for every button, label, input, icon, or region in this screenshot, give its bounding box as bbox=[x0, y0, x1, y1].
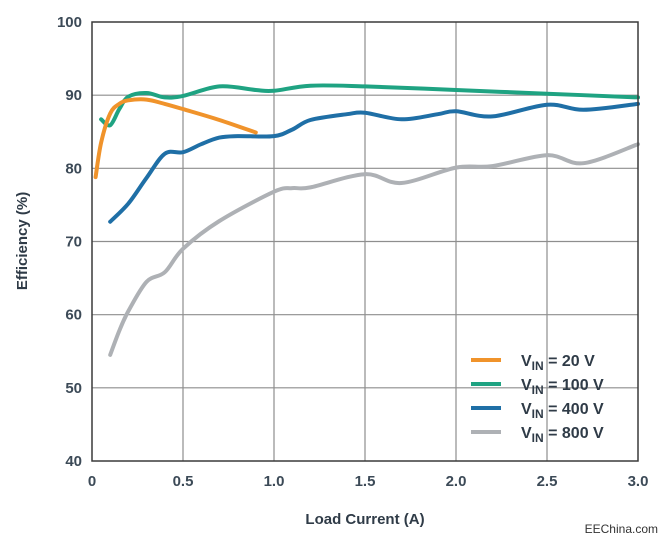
series-line-20-v bbox=[93, 97, 258, 180]
plot-frame bbox=[91, 21, 639, 462]
legend-item: VIN = 800 V bbox=[471, 425, 604, 445]
x-tick-label: 2.0 bbox=[446, 473, 467, 490]
legend-label: VIN = 400 V bbox=[521, 401, 604, 421]
tick-labels: 0 0.5 1.0 1.5 2.0 2.5 3.0 40 50 60 70 80 90 100 bbox=[57, 14, 648, 490]
x-tick-label: 1.0 bbox=[264, 473, 285, 490]
x-tick-label: 2.5 bbox=[537, 473, 558, 490]
y-tick-label: 60 bbox=[65, 307, 82, 324]
x-tick-label: 3.0 bbox=[628, 473, 649, 490]
y-tick-label: 80 bbox=[65, 160, 82, 177]
y-tick-label: 40 bbox=[65, 453, 82, 470]
legend-item: VIN = 20 V bbox=[471, 353, 595, 373]
legend: VIN = 20 V VIN = 100 V VIN = 400 V VIN = 80… bbox=[471, 353, 604, 445]
x-axis-title: Load Current (A) bbox=[305, 511, 424, 528]
series-line-800-v bbox=[108, 142, 640, 357]
y-axis-title: Efficiency (%) bbox=[14, 192, 31, 290]
legend-item: VIN = 400 V bbox=[471, 401, 604, 421]
x-tick-label: 1.5 bbox=[355, 473, 376, 490]
x-tick-label: 0.5 bbox=[173, 473, 194, 490]
series-lines bbox=[93, 83, 640, 357]
series-line-400-v bbox=[108, 101, 640, 224]
watermark-text: EEChina.com bbox=[585, 522, 658, 536]
y-tick-label: 70 bbox=[65, 234, 82, 251]
x-tick-label: 0 bbox=[88, 473, 96, 490]
legend-label: VIN = 20 V bbox=[521, 353, 595, 373]
legend-item: VIN = 100 V bbox=[471, 377, 604, 397]
legend-label: VIN = 100 V bbox=[521, 377, 604, 397]
y-tick-label: 100 bbox=[57, 14, 82, 31]
legend-label: VIN = 800 V bbox=[521, 425, 604, 445]
y-tick-label: 50 bbox=[65, 380, 82, 397]
y-tick-label: 90 bbox=[65, 87, 82, 104]
